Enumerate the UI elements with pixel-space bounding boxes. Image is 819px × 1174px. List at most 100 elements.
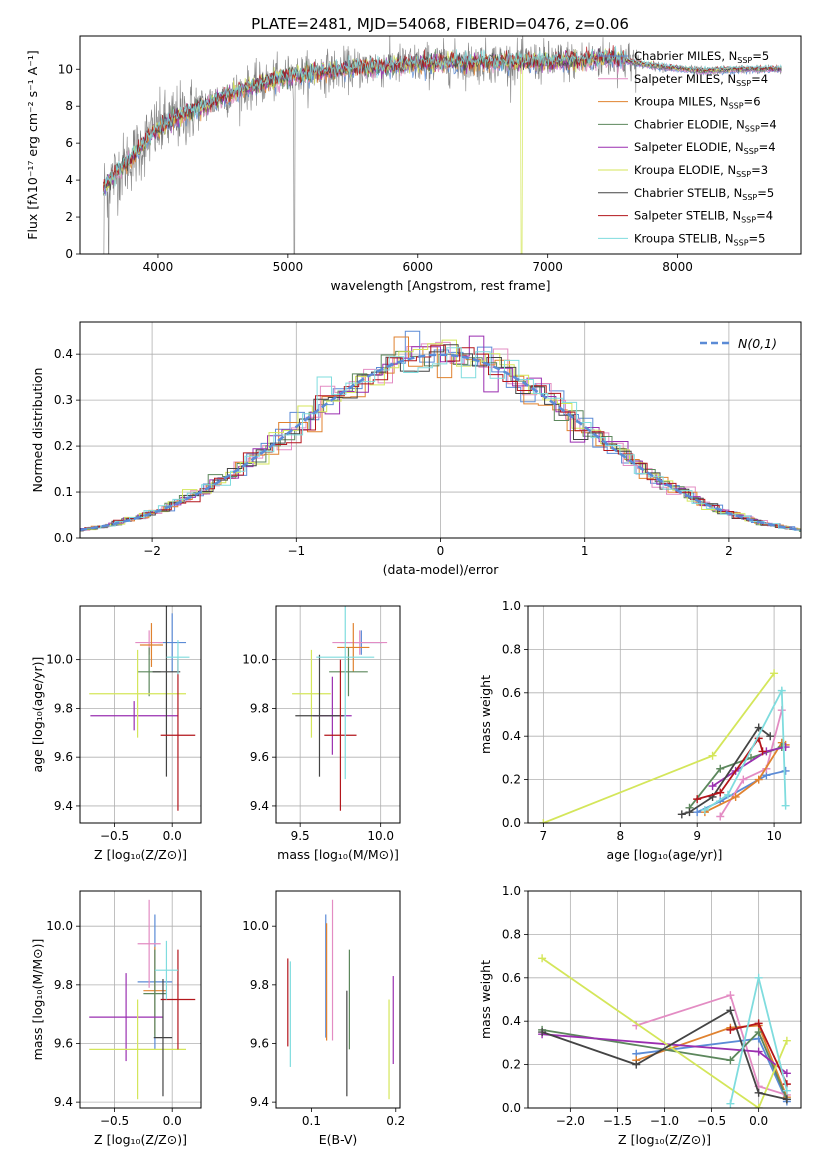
legend-model-name: Salpeter ELODIE bbox=[634, 140, 728, 154]
weight-marker bbox=[716, 812, 725, 821]
weight-marker bbox=[754, 1088, 763, 1097]
y-tick-label: 0.3 bbox=[54, 393, 73, 407]
plot-frame bbox=[79, 321, 802, 539]
weight-marker bbox=[726, 1025, 735, 1034]
weight-marker bbox=[538, 954, 547, 963]
weight-line bbox=[541, 1029, 788, 1100]
model-spectrum bbox=[103, 51, 611, 190]
errorbars-mass-age bbox=[292, 606, 388, 811]
legend-nssp-value: 3 bbox=[761, 163, 768, 177]
x-axis-label: Z [log₁₀(Z/Z⊙)] bbox=[618, 1132, 711, 1147]
weight-marker bbox=[731, 792, 740, 801]
y-tick-label: 0.6 bbox=[502, 686, 521, 700]
y-tick-label: 0.4 bbox=[54, 347, 73, 361]
y-tick-label: 1.0 bbox=[502, 599, 521, 613]
y-tick-label: 0.8 bbox=[502, 642, 521, 656]
legend-nssp-label: , N bbox=[720, 163, 736, 177]
legend-nssp-eq: = bbox=[757, 186, 767, 200]
legend-nssp-value: 5 bbox=[767, 186, 774, 200]
data-point bbox=[153, 978, 173, 1097]
x-tick-label: 9.5 bbox=[291, 829, 310, 843]
y-tick-label: 6 bbox=[65, 136, 73, 150]
x-tick-label: 0 bbox=[437, 544, 445, 558]
x-tick-label: 0.0 bbox=[749, 1114, 768, 1128]
weight-marker bbox=[693, 795, 702, 804]
x-tick-label: 7000 bbox=[532, 260, 563, 274]
x-tick-label: 0.0 bbox=[163, 1114, 182, 1128]
y-tick-label: 0.0 bbox=[502, 816, 521, 830]
x-tick-label: 2 bbox=[725, 544, 733, 558]
y-tick-label: 10.0 bbox=[242, 919, 269, 933]
data-point bbox=[137, 899, 161, 988]
model-spectrum bbox=[103, 45, 782, 194]
x-tick-label: 9 bbox=[693, 829, 701, 843]
weight-marker bbox=[754, 1047, 763, 1056]
legend-nssp-eq: = bbox=[752, 49, 762, 63]
weight-marker bbox=[693, 808, 702, 817]
x-tick-label: −0.5 bbox=[697, 1114, 726, 1128]
axes-mass-age: 9.5 10.0 9.4 9.6 9.8 10.0 mass [log₁₀(M/M⊙)] bbox=[242, 606, 400, 862]
axes-ebv-mass: 0.1 0.2 9.4 9.6 9.8 10.0 E(B-V) bbox=[242, 919, 405, 1147]
weight-marker bbox=[758, 747, 767, 756]
spectrum-lines bbox=[103, 36, 782, 254]
legend-entry: N(0,1) bbox=[738, 336, 777, 351]
legend-model-name: Salpeter MILES bbox=[634, 72, 720, 86]
weight-marker bbox=[632, 1060, 641, 1069]
legend-nssp-eq: = bbox=[751, 72, 761, 86]
data-point bbox=[292, 649, 331, 738]
data-point bbox=[295, 654, 344, 777]
weight-marker bbox=[782, 1069, 791, 1078]
data-point bbox=[166, 640, 190, 675]
axes-residuals: −2 −1 0 1 2 0.0 0.1 0.2 0.3 0.4 (data-model)/error… bbox=[30, 322, 801, 577]
y-tick-label: 9.6 bbox=[250, 750, 269, 764]
weight-series bbox=[693, 734, 767, 804]
legend-nssp-label: , N bbox=[713, 95, 729, 109]
weight-marker bbox=[685, 808, 694, 817]
legend-nssp-eq: = bbox=[760, 117, 770, 131]
weight-series bbox=[700, 686, 790, 814]
y-tick-label: 0.2 bbox=[54, 439, 73, 453]
weight-marker bbox=[726, 1099, 735, 1108]
weight-marker bbox=[754, 1019, 763, 1028]
legend-nssp-label: , N bbox=[720, 72, 736, 86]
legend-nssp-sub: SSP bbox=[744, 147, 759, 156]
legend-nssp-label: , N bbox=[718, 231, 734, 245]
weights-z-weight bbox=[538, 954, 791, 1108]
legend-nssp-sub: SSP bbox=[736, 170, 751, 179]
weight-marker bbox=[782, 1086, 791, 1095]
y-tick-label: 9.8 bbox=[250, 978, 269, 992]
y-axis-label: Flux [fλ10⁻¹⁷ erg cm⁻² s⁻¹ A⁻¹] bbox=[25, 50, 40, 239]
y-tick-label: 0.2 bbox=[502, 773, 521, 787]
weight-marker bbox=[781, 766, 790, 775]
y-tick-label: 0.0 bbox=[502, 1101, 521, 1115]
x-tick-label: 7 bbox=[540, 829, 548, 843]
legend-nssp-eq: = bbox=[744, 95, 754, 109]
axes-z-mass: −0.5 0.0 9.4 9.6 9.8 10.0 Z [log₁₀(Z/Z⊙)] mass … bbox=[30, 891, 201, 1147]
y-tick-label: 0.2 bbox=[502, 1058, 521, 1072]
weight-marker bbox=[726, 1006, 735, 1015]
weight-marker bbox=[723, 790, 732, 799]
legend-nssp-sub: SSP bbox=[745, 124, 760, 133]
x-tick-label: −0.5 bbox=[100, 1114, 129, 1128]
y-tick-label: 9.8 bbox=[250, 701, 269, 715]
data-point bbox=[329, 647, 368, 697]
x-axis-label: Z [log₁₀(Z/Z⊙)] bbox=[94, 847, 187, 862]
legend-entry: Kroupa ELODIE, NSSP=3 bbox=[634, 163, 768, 179]
legend-nssp-value: 5 bbox=[758, 231, 765, 245]
axes-z-age: −0.5 0.0 9.4 9.6 9.8 10.0 Z [log₁₀(Z/Z⊙)] age [… bbox=[30, 606, 201, 862]
weight-marker bbox=[539, 819, 548, 823]
y-tick-label: 10.0 bbox=[46, 919, 73, 933]
weight-line bbox=[696, 736, 764, 800]
legend-nssp-eq: = bbox=[759, 140, 769, 154]
data-point bbox=[316, 606, 375, 780]
weight-series bbox=[726, 973, 791, 1108]
legend-nssp-label: , N bbox=[728, 140, 744, 154]
weight-series bbox=[677, 723, 775, 819]
weight-marker bbox=[708, 751, 717, 760]
plot-frame bbox=[527, 890, 802, 1109]
y-axis-label: mass [log₁₀(M/M⊙)] bbox=[30, 939, 45, 1061]
plot-frame bbox=[79, 890, 202, 1109]
x-tick-label: 10.0 bbox=[367, 829, 394, 843]
weight-marker bbox=[700, 805, 709, 814]
